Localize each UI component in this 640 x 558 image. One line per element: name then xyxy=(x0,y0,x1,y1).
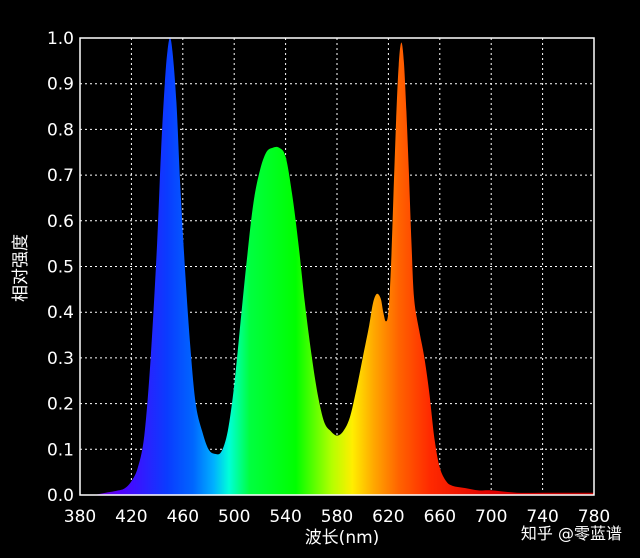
x-tick-label: 380 xyxy=(64,507,96,527)
y-tick-label: 1.0 xyxy=(47,29,74,49)
y-tick-label: 0.4 xyxy=(47,303,74,323)
x-tick-label: 540 xyxy=(269,507,301,527)
y-tick-label: 0.1 xyxy=(47,440,74,460)
x-tick-label: 500 xyxy=(218,507,250,527)
tick-labels: 380 420 460 500 540 580 620 660 700 740 780 0.0 0.1 0… xyxy=(47,29,610,527)
x-tick-label: 420 xyxy=(115,507,147,527)
plot-border xyxy=(79,37,595,496)
x-axis-label: 波长(nm) xyxy=(305,528,380,548)
spectrum-curve xyxy=(80,38,594,495)
x-tick-label: 660 xyxy=(424,507,456,527)
y-tick-label: 0.9 xyxy=(47,75,74,95)
x-tick-label: 740 xyxy=(526,507,558,527)
x-tick-label: 580 xyxy=(321,507,353,527)
y-tick-label: 0.6 xyxy=(47,212,74,232)
y-tick-label: 0.2 xyxy=(47,395,74,415)
x-tick-label: 780 xyxy=(578,507,610,527)
y-tick-label: 0.7 xyxy=(47,166,74,186)
y-tick-label: 0.8 xyxy=(47,120,74,140)
y-tick-label: 0.0 xyxy=(47,486,74,506)
y-tick-label: 0.5 xyxy=(47,258,74,278)
y-axis-label: 相对强度 xyxy=(11,234,31,302)
watermark-text: 知乎 @零蓝谱 xyxy=(521,524,622,543)
x-tick-label: 460 xyxy=(167,507,199,527)
y-tick-label: 0.3 xyxy=(47,349,74,369)
x-tick-label: 620 xyxy=(372,507,404,527)
x-tick-label: 700 xyxy=(475,507,507,527)
